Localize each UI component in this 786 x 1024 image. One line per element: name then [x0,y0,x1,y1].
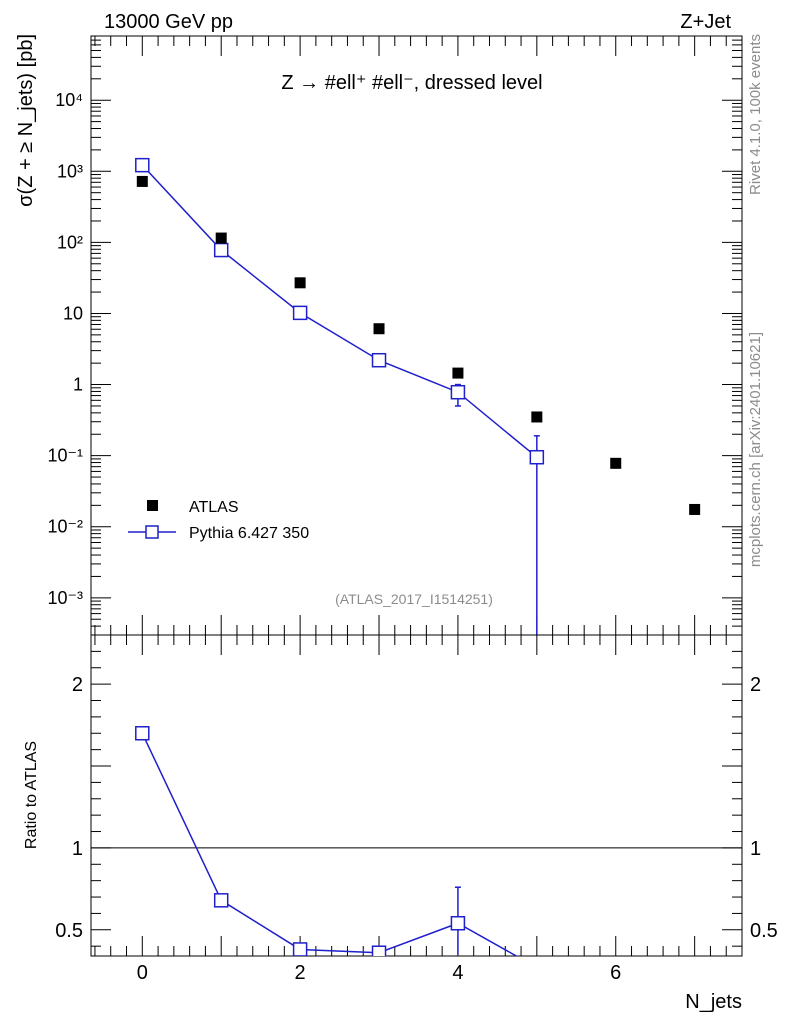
atlas-point [136,175,148,187]
ratio-pythia-point [292,942,308,956]
atlas-point [689,503,701,515]
main-y-axis-label: σ(Z + ≥ N_jets) [pb] [15,34,37,207]
pythia-point [292,305,308,321]
main-y-tick-label: 10⁻² [47,517,83,537]
main-y-tick-label: 10⁻³ [47,588,83,608]
atlas-point [294,277,306,289]
ratio-series [135,726,518,956]
atlas-point [373,323,385,335]
main-y-tick-label: 10⁻¹ [47,446,83,466]
main-data-marks [135,157,701,635]
main-frame [90,35,743,636]
legend: ATLAS Pythia 6.427 350 [128,499,309,542]
x-axis-label: N_jets [685,991,742,1013]
header-energy: 13000 GeV pp [104,11,233,33]
ratio-panel: 0.5 0.5 1 1 2 2 0 2 4 6 Ratio to ATLAS N_jets [23,634,778,1013]
main-axis-ticks [91,35,742,636]
main-y-tick-label: 10 [63,303,83,323]
pythia-point [213,242,229,258]
ratio-y-tick-label-right: 2 [750,674,761,696]
pythia-point [529,449,545,465]
ratio-pythia-point [213,893,229,908]
analysis-id: (ATLAS_2017_I1514251) [335,591,493,607]
ratio-data-marks [91,726,742,956]
main-y-tick-label: 10² [57,232,83,252]
ratio-y-axis-label: Ratio to ATLAS [23,741,40,849]
pythia-line [141,164,538,458]
x-tick-label: 4 [452,962,463,984]
ratio-y-tick-label-left: 1 [72,838,83,860]
main-y-tick-labels: 10⁻³ 10⁻² 10⁻¹ 1 10 10² 10³ 10⁴ [47,90,83,608]
main-panel: 10⁻³ 10⁻² 10⁻¹ 1 10 10² 10³ 10⁴ Z → #ell⁺ #ell⁻… [15,34,743,636]
header-process: Z+Jet [680,11,731,33]
main-y-tick-label: 10⁴ [55,90,83,110]
legend-pythia-label: Pythia 6.427 350 [189,525,309,542]
main-title: Z → #ell⁺ #ell⁻, dressed level [281,72,542,94]
atlas-point [452,367,464,379]
atlas-point [610,457,622,469]
ratio-frame [90,634,743,957]
atlas-point [215,232,227,244]
ratio-pythia-point [450,915,466,931]
ratio-pythia-point [371,945,387,956]
ratio-y-tick-label-right: 1 [750,838,761,860]
x-tick-labels: 0 2 4 6 [137,962,622,984]
ratio-pythia-point [135,726,150,741]
pythia-point [135,157,150,173]
ratio-y-tick-label-left: 2 [72,674,83,696]
legend-pythia-marker [145,525,159,539]
mcplots-info: mcplots.cern.ch [arXiv:2401.10621] [747,332,764,567]
atlas-point [531,411,543,423]
legend-atlas-label: ATLAS [189,499,239,516]
main-y-tick-label: 10³ [57,161,83,181]
legend-atlas-marker [147,500,158,511]
pythia-point [371,352,387,368]
main-y-tick-label: 1 [73,375,83,395]
pythia-point [450,384,466,400]
ratio-y-tick-label-left: 0.5 [55,920,83,942]
ratio-y-tick-label-right: 0.5 [750,920,778,942]
rivet-info: Rivet 4.1.0, 100k events [747,34,764,195]
x-tick-label: 0 [137,962,148,984]
ratio-axis-ticks [91,634,742,956]
x-tick-label: 2 [295,962,306,984]
ratio-pythia-line [141,732,518,956]
ratio-y-tick-labels: 0.5 0.5 1 1 2 2 [55,674,778,942]
x-tick-label: 6 [610,962,621,984]
